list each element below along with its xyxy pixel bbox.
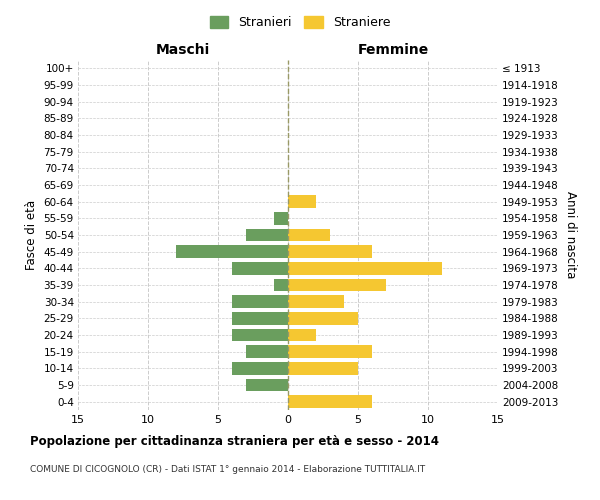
Bar (232, 362, 288, 374)
Bar (232, 262, 288, 274)
Y-axis label: Anni di nascita: Anni di nascita (565, 192, 577, 278)
Bar (288, 312, 358, 324)
Bar (246, 346, 288, 358)
Bar (232, 296, 288, 308)
Bar (288, 329, 316, 341)
Text: Maschi: Maschi (156, 42, 210, 56)
Bar (246, 229, 288, 241)
Bar (288, 279, 386, 291)
Bar (288, 396, 372, 408)
Bar (288, 362, 358, 374)
Bar (232, 329, 288, 341)
Bar (274, 279, 288, 291)
Bar (232, 312, 288, 324)
Text: COMUNE DI CICOGNOLO (CR) - Dati ISTAT 1° gennaio 2014 - Elaborazione TUTTITALIA.: COMUNE DI CICOGNOLO (CR) - Dati ISTAT 1°… (30, 465, 425, 474)
Bar (288, 346, 372, 358)
Bar (246, 379, 288, 391)
Bar (176, 246, 288, 258)
Text: Femmine: Femmine (358, 42, 428, 56)
Text: Popolazione per cittadinanza straniera per età e sesso - 2014: Popolazione per cittadinanza straniera p… (30, 435, 439, 448)
Bar (288, 196, 316, 208)
Y-axis label: Fasce di età: Fasce di età (25, 200, 38, 270)
Legend: Stranieri, Straniere: Stranieri, Straniere (205, 11, 395, 34)
Bar (288, 296, 344, 308)
Bar (288, 229, 330, 241)
Bar (274, 212, 288, 224)
Bar (288, 246, 372, 258)
Bar (288, 262, 442, 274)
